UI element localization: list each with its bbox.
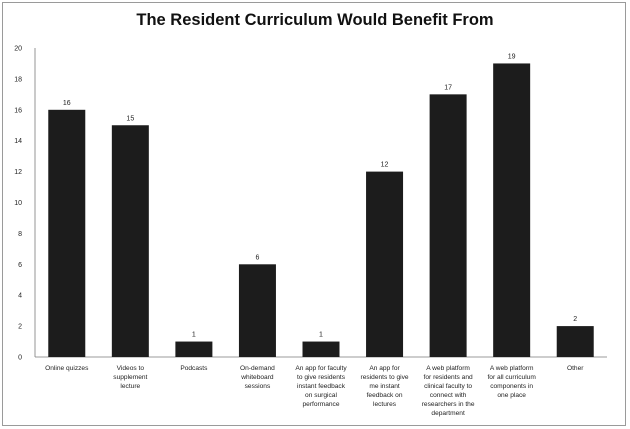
bar-value-label: 2 xyxy=(573,316,577,323)
x-tick-label: Other xyxy=(567,365,584,372)
bar-value-label: 6 xyxy=(255,254,259,261)
bar xyxy=(366,171,404,357)
x-tick-label: Online quizzes xyxy=(45,365,89,372)
x-tick-label: On-demand whiteboard sessions xyxy=(240,365,275,390)
bar xyxy=(429,94,467,357)
y-tick-label: 4 xyxy=(18,293,22,300)
y-tick-label: 18 xyxy=(14,76,22,83)
x-tick-label: Podcasts xyxy=(180,365,208,372)
bar xyxy=(111,125,149,357)
chart-title: The Resident Curriculum Would Benefit Fr… xyxy=(136,11,494,29)
bar xyxy=(175,341,213,357)
x-tick-label: An app for residents to give me instant fee… xyxy=(361,365,409,408)
bar xyxy=(48,109,86,357)
bar xyxy=(493,63,531,357)
y-tick-label: 8 xyxy=(18,231,22,238)
y-tick-label: 0 xyxy=(18,355,22,362)
bar-value-label: 1 xyxy=(319,332,323,339)
y-tick-label: 10 xyxy=(14,200,22,207)
x-tick-label: Videos to supplement lecture xyxy=(113,365,147,390)
y-tick-label: 20 xyxy=(14,46,22,53)
bar xyxy=(302,341,340,357)
y-tick-label: 12 xyxy=(14,169,22,176)
x-tick-label: A web platform for residents and clinical … xyxy=(422,365,475,417)
y-tick-label: 6 xyxy=(18,262,22,269)
x-tick-label: An app for faculty to give residents insta… xyxy=(295,365,347,408)
y-tick-label: 14 xyxy=(14,138,22,145)
bar xyxy=(238,264,276,357)
bar-value-label: 16 xyxy=(63,100,71,107)
bar-value-label: 17 xyxy=(444,84,452,91)
bar-value-label: 15 xyxy=(126,115,134,122)
bar-value-label: 19 xyxy=(508,53,516,60)
y-tick-label: 2 xyxy=(18,324,22,331)
x-tick-label: A web platform for all curriculum componen… xyxy=(487,365,536,399)
bar xyxy=(556,326,594,357)
y-tick-label: 16 xyxy=(14,107,22,114)
bar-value-label: 12 xyxy=(381,162,389,169)
bar-value-label: 1 xyxy=(192,332,196,339)
